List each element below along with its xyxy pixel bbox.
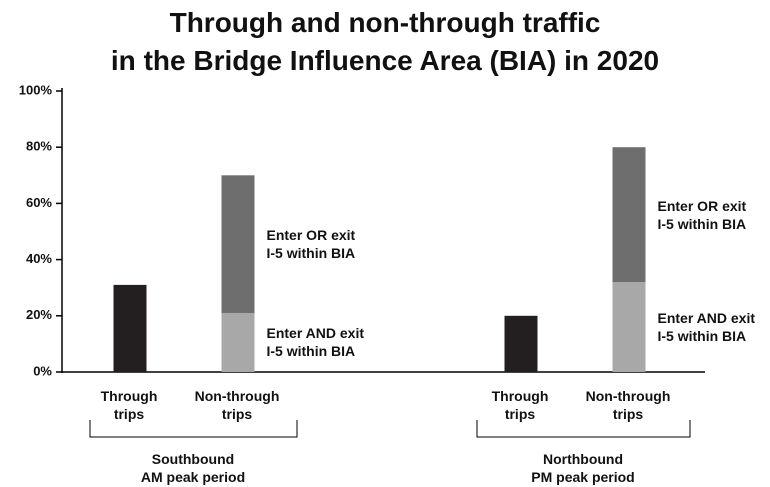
- bar-segment: [612, 147, 646, 283]
- chart-title: Through and non-through traffic in the B…: [110, 7, 660, 76]
- group-bracket: [89, 420, 298, 438]
- y-tick-label: 80%: [26, 139, 52, 154]
- group-label: Northbound PM peak period: [531, 451, 635, 485]
- x-tick-label: Non-through trips: [194, 388, 280, 422]
- y-tick-label: 0%: [33, 363, 52, 378]
- segment-annotation: Enter OR exit I-5 within BIA: [657, 197, 747, 232]
- y-tick-label: 20%: [26, 307, 52, 322]
- x-tick-label: Through trips: [491, 388, 549, 422]
- segment-annotation: Enter AND exit I-5 within BIA: [657, 310, 756, 345]
- y-tick-label: 60%: [26, 195, 52, 210]
- x-tick-label: Non-through trips: [585, 388, 671, 422]
- bar-segment: [221, 312, 255, 372]
- group-label: Southbound AM peak period: [140, 451, 246, 485]
- y-tick-label: 40%: [26, 251, 52, 266]
- segment-annotation: Enter OR exit I-5 within BIA: [266, 227, 356, 262]
- segment-annotation: Enter AND exit I-5 within BIA: [266, 325, 365, 360]
- group-bracket: [476, 420, 691, 438]
- bar-segment: [221, 175, 255, 313]
- bar-segment: [113, 284, 147, 372]
- bar-segment: [504, 315, 538, 372]
- y-tick-label: 100%: [19, 82, 53, 97]
- bar-segment: [612, 282, 646, 372]
- x-tick-label: Through trips: [100, 388, 158, 422]
